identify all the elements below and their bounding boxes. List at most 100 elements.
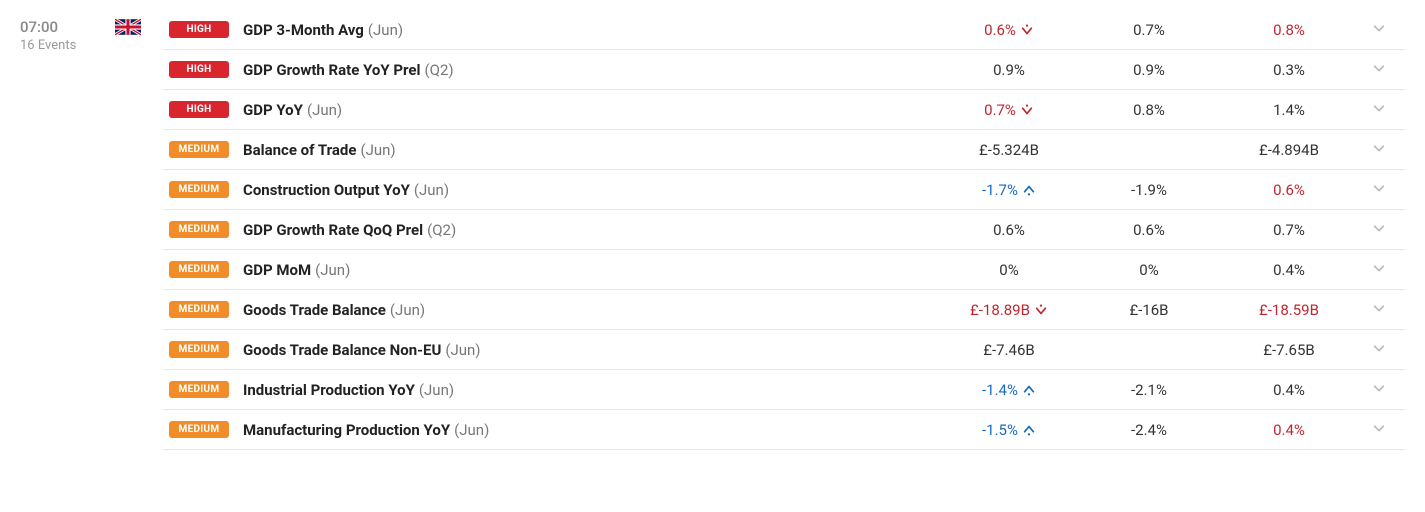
previous-value: 0.4% <box>1219 261 1359 279</box>
expand-button[interactable] <box>1359 101 1399 119</box>
impact-badge: HIGH <box>169 101 229 118</box>
chevron-down-icon <box>1372 181 1386 195</box>
chevron-down-icon <box>1372 21 1386 35</box>
expand-button[interactable] <box>1359 61 1399 79</box>
event-name-cell: Goods Trade Balance Non-EU (Jun) <box>243 341 939 359</box>
previous-value: 0.6% <box>1219 181 1359 199</box>
event-row[interactable]: MEDIUMGoods Trade Balance (Jun)£-18.89B£… <box>163 290 1405 330</box>
expand-button[interactable] <box>1359 421 1399 439</box>
event-name-cell: GDP Growth Rate QoQ Prel (Q2) <box>243 221 939 239</box>
actual-value: 0.6% <box>939 21 1079 39</box>
event-name: GDP Growth Rate QoQ Prel <box>243 221 423 239</box>
event-period: (Jun) <box>445 341 480 359</box>
impact-badge: MEDIUM <box>169 421 229 438</box>
event-row[interactable]: MEDIUMManufacturing Production YoY (Jun)… <box>163 410 1405 450</box>
events-table: HIGHGDP 3-Month Avg (Jun)0.6%0.7%0.8%HIG… <box>163 10 1405 450</box>
actual-value: -1.4% <box>939 381 1079 399</box>
actual-value: 0% <box>939 261 1079 279</box>
chevron-down-icon <box>1372 141 1386 155</box>
event-row[interactable]: MEDIUMGDP MoM (Jun)0%0%0.4% <box>163 250 1405 290</box>
event-period: (Jun) <box>315 261 350 279</box>
impact-badge: MEDIUM <box>169 141 229 158</box>
event-row[interactable]: HIGHGDP Growth Rate YoY Prel (Q2)0.9%0.9… <box>163 50 1405 90</box>
actual-value: £-18.89B <box>939 301 1079 319</box>
impact-badge: MEDIUM <box>169 381 229 398</box>
trend-up-icon <box>1022 183 1036 197</box>
chevron-down-icon <box>1372 221 1386 235</box>
event-name-cell: Industrial Production YoY (Jun) <box>243 381 939 399</box>
actual-value: £-7.46B <box>939 341 1079 359</box>
event-period: (Jun) <box>307 101 342 119</box>
chevron-down-icon <box>1372 421 1386 435</box>
event-name: Balance of Trade <box>243 141 356 159</box>
event-row[interactable]: MEDIUMIndustrial Production YoY (Jun)-1.… <box>163 370 1405 410</box>
previous-value: 0.7% <box>1219 221 1359 239</box>
event-name-cell: GDP 3-Month Avg (Jun) <box>243 21 939 39</box>
chevron-down-icon <box>1372 381 1386 395</box>
expand-button[interactable] <box>1359 341 1399 359</box>
consensus-value: 0.9% <box>1079 61 1219 79</box>
previous-value: 0.4% <box>1219 381 1359 399</box>
previous-value: £-7.65B <box>1219 341 1359 359</box>
trend-up-icon <box>1022 423 1036 437</box>
country-flag-column <box>115 10 163 450</box>
actual-value: -1.7% <box>939 181 1079 199</box>
expand-button[interactable] <box>1359 21 1399 39</box>
impact-badge: MEDIUM <box>169 301 229 318</box>
event-row[interactable]: MEDIUMBalance of Trade (Jun)£-5.324B£-4.… <box>163 130 1405 170</box>
event-name-cell: Goods Trade Balance (Jun) <box>243 301 939 319</box>
impact-badge: MEDIUM <box>169 221 229 238</box>
event-name: Goods Trade Balance Non-EU <box>243 341 441 359</box>
event-row[interactable]: HIGH GDP YoY (Jun) 0.7%0.8%1.4% <box>163 90 1405 130</box>
actual-value: -1.5% <box>939 421 1079 439</box>
chevron-down-icon <box>1372 261 1386 275</box>
previous-value: 0.4% <box>1219 421 1359 439</box>
trend-down-icon <box>1034 303 1048 317</box>
expand-button[interactable] <box>1359 301 1399 319</box>
event-name-cell: GDP MoM (Jun) <box>243 261 939 279</box>
event-row[interactable]: MEDIUMGDP Growth Rate QoQ Prel (Q2)0.6%0… <box>163 210 1405 250</box>
event-name-cell: GDP Growth Rate YoY Prel (Q2) <box>243 61 939 79</box>
event-period: (Jun) <box>419 381 454 399</box>
impact-badge: MEDIUM <box>169 341 229 358</box>
event-name: Construction Output YoY <box>243 181 410 199</box>
actual-value: £-5.324B <box>939 141 1079 159</box>
impact-badge: HIGH <box>169 61 229 78</box>
event-period: (Q2) <box>427 221 456 239</box>
expand-button[interactable] <box>1359 141 1399 159</box>
expand-button[interactable] <box>1359 181 1399 199</box>
event-name: GDP YoY <box>243 101 303 119</box>
expand-button[interactable] <box>1359 381 1399 399</box>
event-period: (Jun) <box>360 141 395 159</box>
actual-value: 0.7% <box>939 101 1079 119</box>
expand-button[interactable] <box>1359 261 1399 279</box>
chevron-down-icon <box>1372 101 1386 115</box>
event-period: (Jun) <box>414 181 449 199</box>
event-row[interactable]: MEDIUMConstruction Output YoY (Jun)-1.7%… <box>163 170 1405 210</box>
consensus-value: 0.8% <box>1079 101 1219 119</box>
event-name: GDP 3-Month Avg <box>243 21 364 39</box>
event-count-label: 16 Events <box>20 38 115 53</box>
impact-badge: HIGH <box>169 21 229 38</box>
event-row[interactable]: HIGH GDP 3-Month Avg (Jun)0.6%0.7%0.8% <box>163 10 1405 50</box>
previous-value: 0.3% <box>1219 61 1359 79</box>
previous-value: £-18.59B <box>1219 301 1359 319</box>
event-period: (Jun) <box>454 421 489 439</box>
event-name: GDP Growth Rate YoY Prel <box>243 61 420 79</box>
event-period: (Jun) <box>390 301 425 319</box>
time-column: 07:00 16 Events <box>20 10 115 450</box>
event-row[interactable]: MEDIUMGoods Trade Balance Non-EU (Jun)£-… <box>163 330 1405 370</box>
consensus-value: -2.4% <box>1079 421 1219 439</box>
event-period: (Q2) <box>424 61 453 79</box>
event-name-cell: Construction Output YoY (Jun) <box>243 181 939 199</box>
actual-value: 0.6% <box>939 221 1079 239</box>
trend-down-icon <box>1020 23 1034 37</box>
event-name-cell: Balance of Trade (Jun) <box>243 141 939 159</box>
event-name: Goods Trade Balance <box>243 301 386 319</box>
previous-value: 1.4% <box>1219 101 1359 119</box>
consensus-value: 0.7% <box>1079 21 1219 39</box>
previous-value: 0.8% <box>1219 21 1359 39</box>
expand-button[interactable] <box>1359 221 1399 239</box>
chevron-down-icon <box>1372 301 1386 315</box>
event-name: Industrial Production YoY <box>243 381 415 399</box>
